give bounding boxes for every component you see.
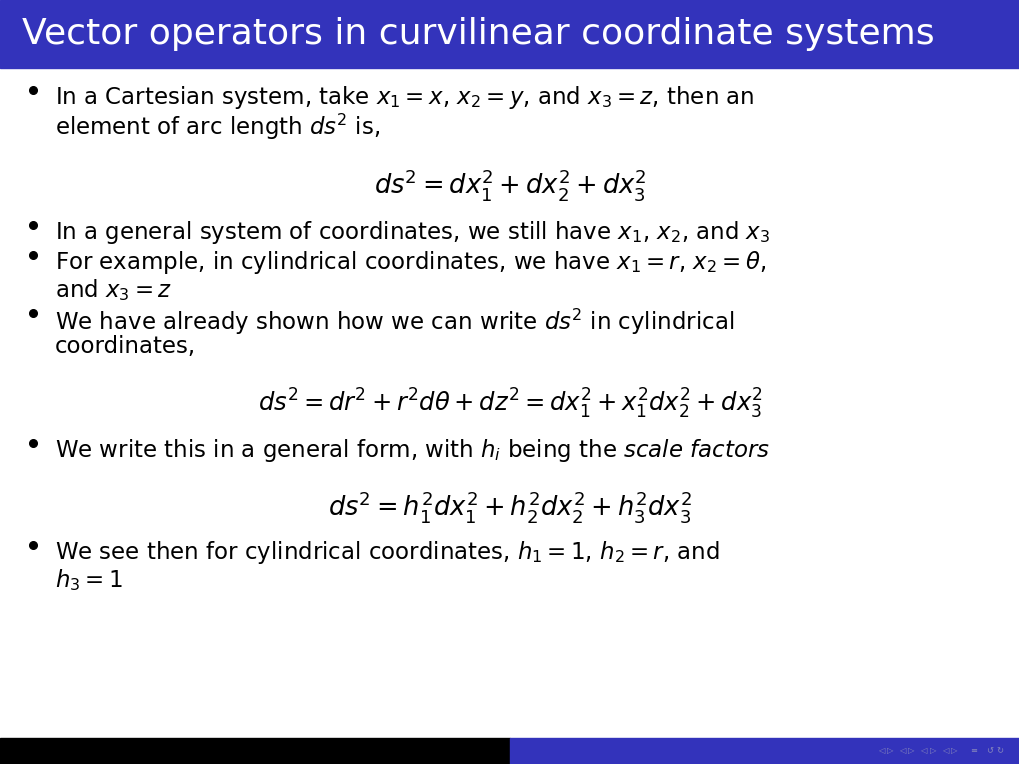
- Text: For example, in cylindrical coordinates, we have $x_1 = r$, $x_2 = \theta$,: For example, in cylindrical coordinates,…: [55, 249, 765, 276]
- Text: $\mathit{ds}^2 = h_1^2\mathit{dx}_1^2 + h_2^2\mathit{dx}_2^2 + h_3^2\mathit{dx}_: $\mathit{ds}^2 = h_1^2\mathit{dx}_1^2 + …: [328, 489, 691, 525]
- Text: $h_3 = 1$: $h_3 = 1$: [55, 567, 123, 593]
- Text: coordinates,: coordinates,: [55, 335, 196, 358]
- Text: We see then for cylindrical coordinates, $h_1 = 1$, $h_2 = r$, and: We see then for cylindrical coordinates,…: [55, 539, 719, 566]
- Text: $\mathit{ds}^2 = \mathit{dx}_1^2 + \mathit{dx}_2^2 + \mathit{dx}_3^2$: $\mathit{ds}^2 = \mathit{dx}_1^2 + \math…: [373, 167, 646, 203]
- Text: In a Cartesian system, take $x_1 = x$, $x_2 = y$, and $x_3 = z$, then an: In a Cartesian system, take $x_1 = x$, $…: [55, 84, 754, 111]
- Bar: [510, 738, 1019, 764]
- Text: $\mathit{ds}^2 = \mathit{dr}^2 + r^2\mathit{d\theta} + \mathit{dz}^2 = \mathit{d: $\mathit{ds}^2 = \mathit{dr}^2 + r^2\mat…: [258, 387, 761, 421]
- Text: We write this in a general form, with $h_i$ being the $\mathit{scale\ factors}$: We write this in a general form, with $h…: [55, 437, 769, 464]
- Text: Vector operators in curvilinear coordinate systems: Vector operators in curvilinear coordina…: [22, 17, 933, 51]
- Text: $\triangleleft\triangleright$  $\triangleleft\triangleright$  $\triangleleft\tri: $\triangleleft\triangleright$ $\triangle…: [877, 746, 1004, 756]
- Text: element of arc length $\mathit{ds}^2$ is,: element of arc length $\mathit{ds}^2$ is…: [55, 112, 380, 142]
- Text: In a general system of coordinates, we still have $x_1$, $x_2$, and $x_3$: In a general system of coordinates, we s…: [55, 219, 769, 246]
- Text: and $x_3 = z$: and $x_3 = z$: [55, 277, 172, 303]
- Text: We have already shown how we can write $\mathit{ds}^2$ in cylindrical: We have already shown how we can write $…: [55, 307, 734, 337]
- Bar: [0, 738, 510, 764]
- Bar: [0, 0, 1019, 68]
